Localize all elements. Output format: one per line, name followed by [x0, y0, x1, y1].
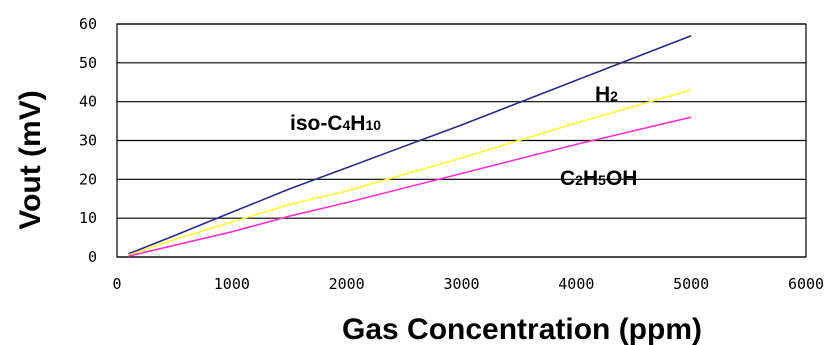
x-tick-2000: 2000 [329, 275, 365, 293]
y-tick-40: 40 [79, 93, 97, 111]
series-label-h2: H2 [595, 83, 618, 106]
label-sub-2b: 2 [575, 172, 583, 188]
label-sub-5: 5 [598, 172, 606, 188]
x-tick-5000: 5000 [673, 275, 709, 293]
series-lines [128, 34, 692, 257]
y-tick-labels: 0 10 20 30 40 50 60 [79, 15, 97, 266]
x-tick-1000: 1000 [214, 275, 250, 293]
series-line-c2h5oh [128, 116, 692, 257]
series-label-c2h5oh: C2H5OH [560, 167, 637, 190]
y-tick-50: 50 [79, 54, 97, 72]
label-sub-4: 4 [343, 117, 351, 133]
label-sub-2: 2 [610, 88, 618, 104]
y-tick-0: 0 [88, 248, 97, 266]
x-tick-6000: 6000 [788, 275, 824, 293]
y-tick-20: 20 [79, 170, 97, 188]
series-label-iso-c4h10: iso-C4H10 [290, 112, 381, 135]
gridlines [117, 23, 806, 258]
series-line-iso-c4h10 [128, 34, 692, 255]
y-tick-60: 60 [79, 15, 97, 33]
label-sub-10: 10 [365, 117, 381, 133]
x-tick-0: 0 [112, 275, 121, 293]
x-tick-labels: 0 1000 2000 3000 4000 5000 6000 [112, 275, 824, 293]
y-tick-10: 10 [79, 209, 97, 227]
x-tick-4000: 4000 [558, 275, 594, 293]
x-tick-3000: 3000 [443, 275, 479, 293]
x-axis-title: Gas Concentration (ppm) [342, 313, 702, 345]
series-line-h2 [128, 89, 692, 256]
y-axis-title: Vout (mV) [14, 90, 47, 229]
y-tick-30: 30 [79, 132, 97, 150]
